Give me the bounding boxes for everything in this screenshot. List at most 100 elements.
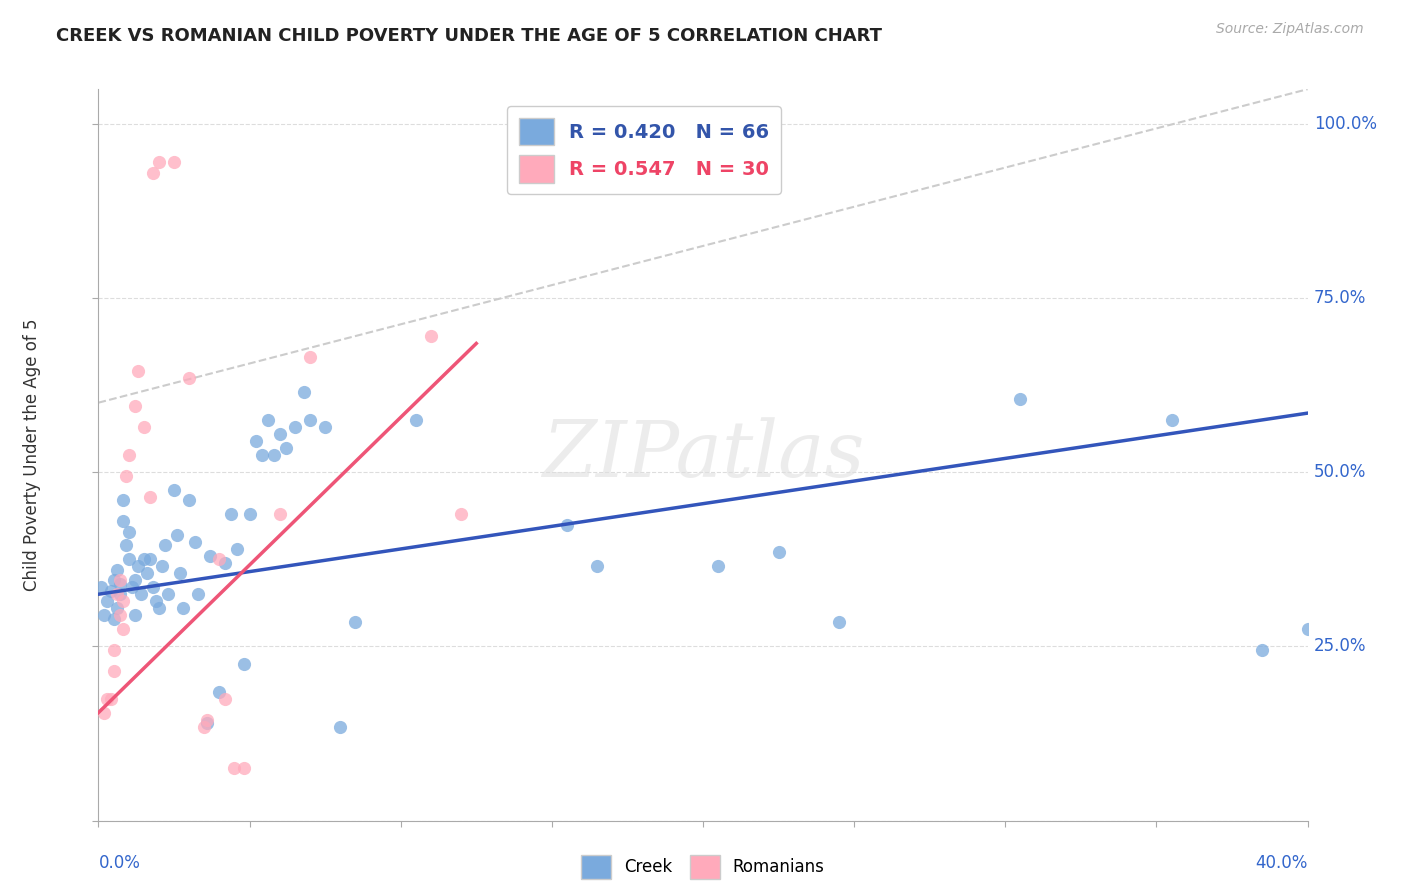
Point bbox=[100, 583, 122, 598]
Text: 0.0%: 0.0% bbox=[98, 854, 141, 871]
Point bbox=[232, 761, 254, 775]
Point bbox=[1251, 643, 1274, 657]
Point bbox=[299, 351, 322, 365]
Point bbox=[1160, 413, 1182, 427]
Point bbox=[269, 427, 291, 442]
Point bbox=[163, 155, 186, 169]
Legend: Creek, Romanians: Creek, Romanians bbox=[575, 848, 831, 886]
Point bbox=[145, 594, 167, 608]
Text: 100.0%: 100.0% bbox=[1313, 115, 1376, 133]
Text: Child Poverty Under the Age of 5: Child Poverty Under the Age of 5 bbox=[22, 318, 41, 591]
Point bbox=[226, 541, 249, 556]
Point bbox=[121, 580, 143, 594]
Point bbox=[250, 448, 273, 462]
Point bbox=[108, 576, 131, 591]
Point bbox=[135, 566, 157, 581]
Point bbox=[314, 420, 336, 434]
Point bbox=[256, 413, 278, 427]
Point bbox=[142, 580, 165, 594]
Point bbox=[139, 552, 162, 566]
Point bbox=[177, 493, 201, 508]
Point bbox=[163, 483, 186, 497]
Text: 75.0%: 75.0% bbox=[1313, 289, 1367, 307]
Point bbox=[132, 552, 155, 566]
Point bbox=[103, 643, 125, 657]
Point bbox=[132, 420, 155, 434]
Point bbox=[269, 507, 291, 521]
Point bbox=[586, 559, 609, 574]
Point bbox=[172, 601, 194, 615]
Point bbox=[292, 385, 315, 400]
Point bbox=[124, 608, 146, 623]
Point bbox=[195, 713, 218, 727]
Point bbox=[419, 329, 441, 343]
Point bbox=[1296, 622, 1319, 636]
Point bbox=[450, 507, 472, 521]
Point bbox=[93, 706, 115, 720]
Point bbox=[111, 622, 134, 636]
Point bbox=[111, 493, 134, 508]
Point bbox=[103, 664, 125, 678]
Point bbox=[118, 448, 141, 462]
Text: Source: ZipAtlas.com: Source: ZipAtlas.com bbox=[1216, 22, 1364, 37]
Point bbox=[177, 371, 201, 385]
Point bbox=[707, 559, 730, 574]
Point bbox=[828, 615, 851, 629]
Point bbox=[555, 517, 578, 532]
Point bbox=[150, 559, 173, 574]
Point bbox=[284, 420, 307, 434]
Point bbox=[1010, 392, 1032, 407]
Point bbox=[90, 580, 112, 594]
Point bbox=[103, 574, 125, 588]
Point bbox=[105, 587, 128, 601]
Point bbox=[148, 601, 170, 615]
Point bbox=[108, 608, 131, 623]
Point bbox=[224, 761, 246, 775]
Point bbox=[108, 574, 131, 588]
Point bbox=[245, 434, 267, 448]
Text: 50.0%: 50.0% bbox=[1313, 463, 1367, 482]
Point bbox=[195, 716, 218, 731]
Text: 40.0%: 40.0% bbox=[1256, 854, 1308, 871]
Point bbox=[768, 545, 790, 559]
Point bbox=[103, 612, 125, 626]
Point bbox=[105, 563, 128, 577]
Point bbox=[208, 685, 231, 699]
Point bbox=[114, 539, 136, 553]
Point bbox=[232, 657, 254, 671]
Point bbox=[96, 594, 118, 608]
Point bbox=[329, 720, 352, 734]
Point bbox=[200, 549, 222, 563]
Point bbox=[263, 448, 285, 462]
Point bbox=[221, 507, 243, 521]
Point bbox=[124, 574, 146, 588]
Point bbox=[111, 594, 134, 608]
Point bbox=[405, 413, 427, 427]
Point bbox=[118, 552, 141, 566]
Point bbox=[124, 399, 146, 413]
Point bbox=[239, 507, 262, 521]
Point bbox=[274, 441, 297, 455]
Point bbox=[148, 155, 170, 169]
Point bbox=[169, 566, 191, 581]
Point bbox=[153, 539, 176, 553]
Text: 25.0%: 25.0% bbox=[1313, 638, 1367, 656]
Point bbox=[127, 364, 149, 378]
Text: CREEK VS ROMANIAN CHILD POVERTY UNDER THE AGE OF 5 CORRELATION CHART: CREEK VS ROMANIAN CHILD POVERTY UNDER TH… bbox=[56, 27, 882, 45]
Point bbox=[299, 413, 322, 427]
Point bbox=[344, 615, 367, 629]
Point bbox=[129, 587, 152, 601]
Point bbox=[214, 556, 236, 570]
Point bbox=[111, 514, 134, 528]
Point bbox=[114, 468, 136, 483]
Point bbox=[142, 166, 165, 180]
Point bbox=[193, 720, 215, 734]
Point bbox=[93, 608, 115, 623]
Point bbox=[139, 490, 162, 504]
Point bbox=[208, 552, 231, 566]
Point bbox=[127, 559, 149, 574]
Text: ZIPatlas: ZIPatlas bbox=[541, 417, 865, 493]
Point bbox=[214, 691, 236, 706]
Point bbox=[184, 535, 207, 549]
Point bbox=[166, 528, 188, 542]
